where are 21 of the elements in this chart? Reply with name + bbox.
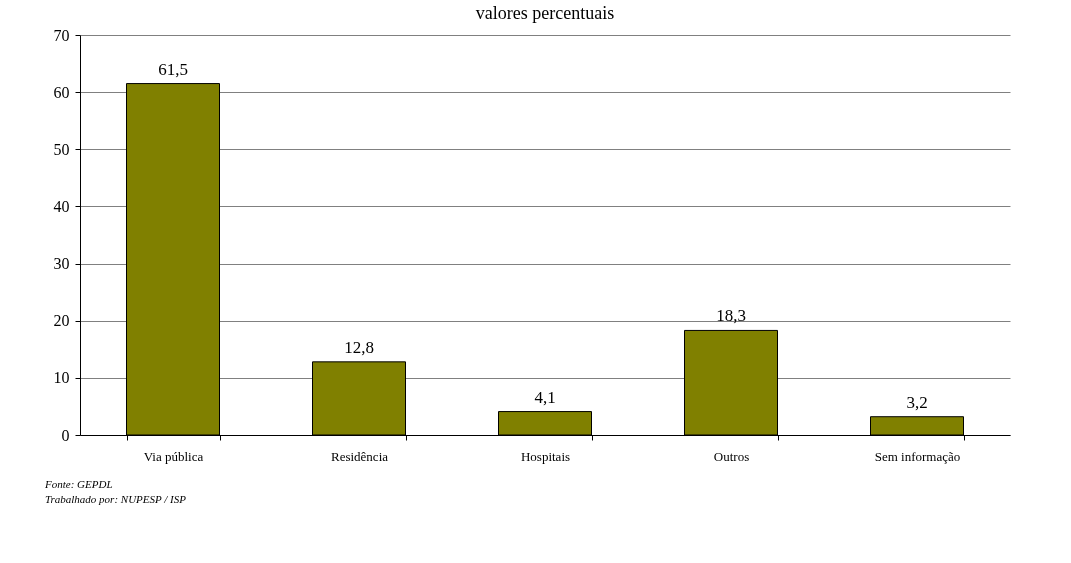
source-note: Fonte: GEPDL [44, 477, 113, 490]
x-tick-label: Sem informação [874, 448, 961, 464]
data-label: 61,5 [158, 59, 188, 79]
x-tick-label: Hospitais [520, 448, 571, 464]
y-tick-label: 40 [53, 197, 70, 215]
y-tick-label: 10 [53, 369, 70, 387]
data-label: 4,1 [534, 387, 556, 407]
y-tick-label: 30 [53, 255, 70, 273]
data-label: 3,2 [906, 392, 928, 412]
data-label: 12,8 [344, 337, 374, 357]
x-tick-label: Via pública [143, 448, 204, 464]
chart-title: valores percentuais [475, 3, 615, 23]
x-tick-label: Residência [330, 448, 389, 464]
x-tick-label: Outros [713, 448, 750, 464]
data-label: 18,3 [716, 306, 746, 326]
y-tick-label: 0 [61, 426, 70, 444]
y-tick-label: 60 [53, 83, 70, 101]
y-tick-label: 50 [53, 140, 70, 158]
text: Trabalhado por: NUPESP / ISP [45, 492, 187, 505]
y-tick-label: 70 [53, 26, 70, 44]
y-tick-label: 20 [53, 312, 70, 330]
